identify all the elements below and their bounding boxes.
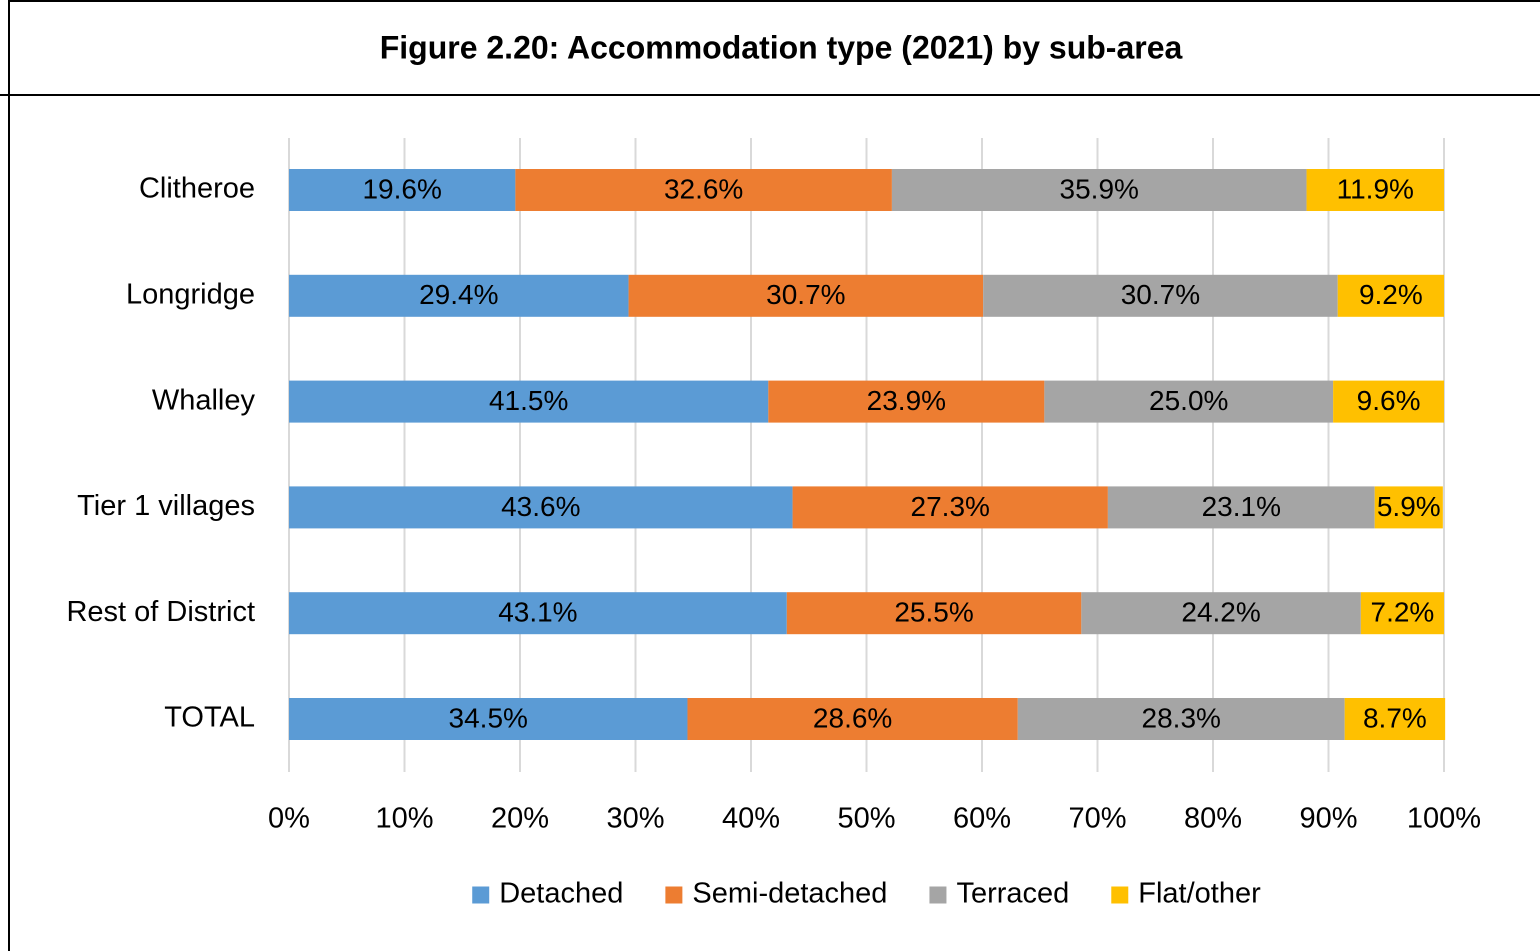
data-label: 43.6%	[501, 491, 580, 522]
data-label: 25.0%	[1149, 385, 1228, 416]
data-label: 24.2%	[1181, 597, 1260, 628]
data-label: 19.6%	[362, 173, 441, 204]
legend-label: Terraced	[956, 878, 1069, 910]
legend-swatch	[665, 886, 683, 904]
x-tick-label: 100%	[1407, 803, 1481, 835]
y-tick-label: TOTAL	[164, 702, 255, 734]
legend-swatch	[472, 886, 490, 904]
x-tick-label: 0%	[268, 803, 310, 835]
data-label: 41.5%	[489, 385, 568, 416]
legend-label: Detached	[499, 878, 623, 910]
data-label: 29.4%	[419, 279, 498, 310]
bar-segment	[687, 698, 1018, 740]
data-label: 9.2%	[1359, 279, 1423, 310]
bar-segment	[891, 169, 1307, 211]
data-label: 5.9%	[1377, 491, 1441, 522]
bar-segment	[289, 380, 769, 423]
data-label: 27.3%	[911, 491, 990, 522]
bar-segment	[289, 274, 629, 317]
legend-swatch	[929, 886, 947, 904]
bar-segment	[1044, 380, 1334, 423]
bar-segment	[1306, 169, 1444, 211]
data-label: 23.1%	[1202, 491, 1281, 522]
legend-swatch	[1111, 886, 1129, 904]
y-tick-label: Longridge	[126, 278, 255, 310]
bar-segment	[289, 698, 688, 740]
bar-segment	[628, 274, 984, 317]
bar-segment	[515, 169, 892, 211]
bar-segment	[983, 274, 1338, 317]
data-label: 25.5%	[894, 597, 973, 628]
x-tick-label: 40%	[722, 803, 780, 835]
data-label: 30.7%	[1121, 279, 1200, 310]
x-tick-label: 80%	[1184, 803, 1242, 835]
data-label: 32.6%	[664, 173, 743, 204]
x-tick-label: 60%	[953, 803, 1011, 835]
y-tick-label: Clitheroe	[139, 173, 255, 205]
y-tick-label: Rest of District	[66, 596, 255, 628]
data-label: 28.6%	[813, 702, 892, 733]
bar-segment	[1081, 592, 1361, 635]
data-label: 9.6%	[1357, 385, 1421, 416]
data-label: 30.7%	[766, 279, 845, 310]
legend-label: Semi-detached	[692, 878, 887, 910]
bar-segment	[1107, 486, 1375, 529]
data-label: 35.9%	[1060, 173, 1139, 204]
bar-segment	[1360, 592, 1444, 635]
data-label: 28.3%	[1142, 702, 1221, 733]
bar-segment	[289, 592, 787, 635]
data-label: 11.9%	[1337, 173, 1414, 204]
x-tick-label: 50%	[837, 803, 895, 835]
bar-segment	[1344, 698, 1446, 740]
bar-segment	[1337, 274, 1444, 317]
bar-segment	[1017, 698, 1345, 740]
x-tick-label: 90%	[1299, 803, 1357, 835]
x-tick-label: 10%	[375, 803, 433, 835]
data-label: 34.5%	[449, 702, 528, 733]
bar-segment	[768, 380, 1045, 423]
bar-segment	[792, 486, 1108, 529]
bar-segment	[786, 592, 1082, 635]
x-tick-label: 30%	[606, 803, 664, 835]
chart-title: Figure 2.20: Accommodation type (2021) b…	[380, 29, 1183, 65]
data-label: 7.2%	[1371, 597, 1435, 628]
bar-segment	[1374, 486, 1443, 529]
data-label: 8.7%	[1363, 702, 1427, 733]
x-tick-label: 70%	[1068, 803, 1126, 835]
bar-segment	[289, 169, 516, 211]
y-tick-label: Whalley	[152, 384, 256, 416]
y-tick-label: Tier 1 villages	[77, 490, 255, 522]
data-label: 23.9%	[867, 385, 946, 416]
x-tick-label: 20%	[491, 803, 549, 835]
bar-segment	[289, 486, 793, 529]
data-label: 43.1%	[498, 597, 577, 628]
bar-segment	[1333, 380, 1444, 423]
legend-label: Flat/other	[1138, 878, 1261, 910]
